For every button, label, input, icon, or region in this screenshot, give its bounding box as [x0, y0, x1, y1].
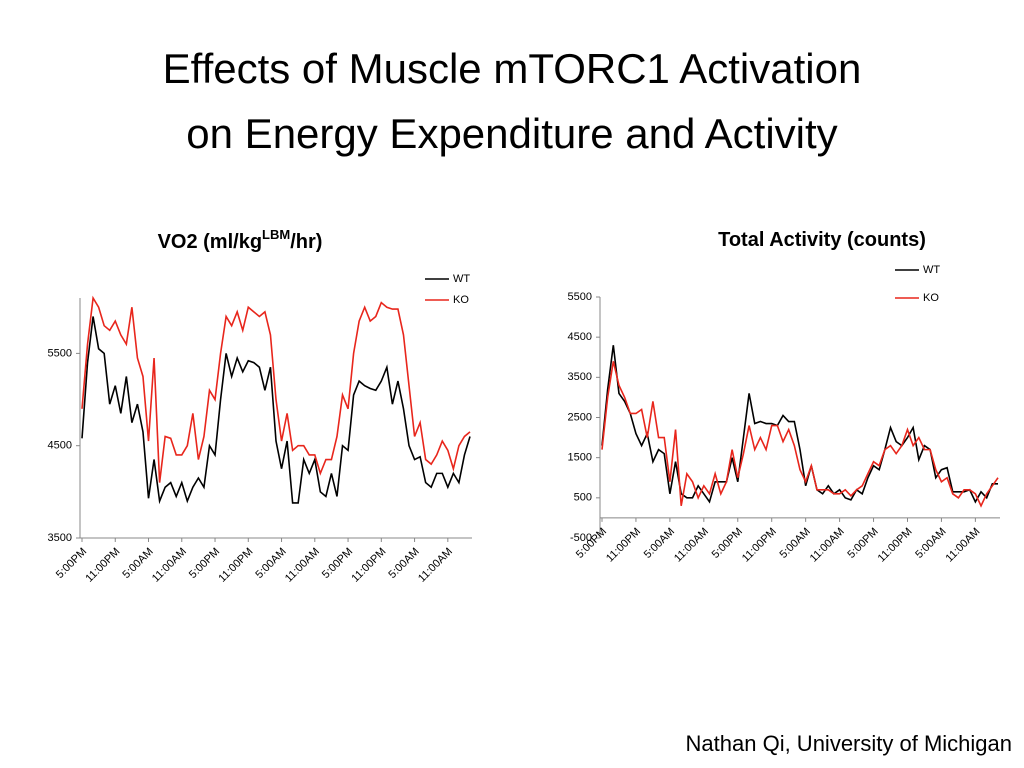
y-tick-label: 4500 [568, 331, 592, 343]
slide-title: on Energy Expenditure and Activity [186, 110, 837, 157]
y-tick-label: 500 [574, 492, 592, 504]
y-tick-label: 5500 [568, 291, 592, 303]
y-tick-label: 3500 [48, 532, 72, 544]
y-tick-label: -500 [570, 532, 592, 544]
x-tick-label: 11:00AM [416, 546, 455, 585]
chart-title-part: VO2 (ml/kg [158, 231, 262, 253]
x-tick-label: 11:00PM [216, 546, 255, 585]
credit: Nathan Qi, University of Michigan [686, 731, 1012, 756]
x-tick-label: 11:00PM [876, 526, 915, 565]
chart-title: Total Activity (counts) [718, 229, 926, 251]
x-tick-label: 11:00PM [349, 546, 388, 585]
chart-title-part: Total Activity (counts) [718, 229, 926, 251]
x-tick-label: 11:00PM [604, 526, 643, 565]
y-tick-label: 5500 [48, 347, 72, 359]
x-tick-label: 11:00AM [283, 546, 322, 585]
y-tick-label: 3500 [568, 371, 592, 383]
data-line [81, 295, 471, 483]
chart-title-part: LBM [262, 227, 290, 242]
x-tick-label: 11:00AM [944, 526, 983, 565]
chart-title: VO2 (ml/kgLBM/hr) [158, 227, 323, 253]
chart-title-part: /hr) [290, 231, 322, 253]
y-tick-label: 2500 [568, 411, 592, 423]
data-line [81, 316, 471, 505]
x-tick-label: 11:00AM [808, 526, 847, 565]
slide-title: Effects of Muscle mTORC1 Activation [163, 45, 862, 92]
legend-label: WT [923, 264, 940, 276]
legend-label: WT [453, 273, 470, 285]
x-tick-label: 11:00PM [740, 526, 779, 565]
x-tick-label: 11:00PM [83, 546, 122, 585]
x-tick-label: 11:00AM [672, 526, 711, 565]
x-tick-label: 11:00AM [150, 546, 189, 585]
legend-label: KO [923, 292, 939, 304]
legend-label: KO [453, 294, 469, 306]
y-tick-label: 4500 [48, 440, 72, 452]
data-line [601, 361, 999, 508]
data-line [601, 345, 998, 504]
y-tick-label: 1500 [568, 452, 592, 464]
